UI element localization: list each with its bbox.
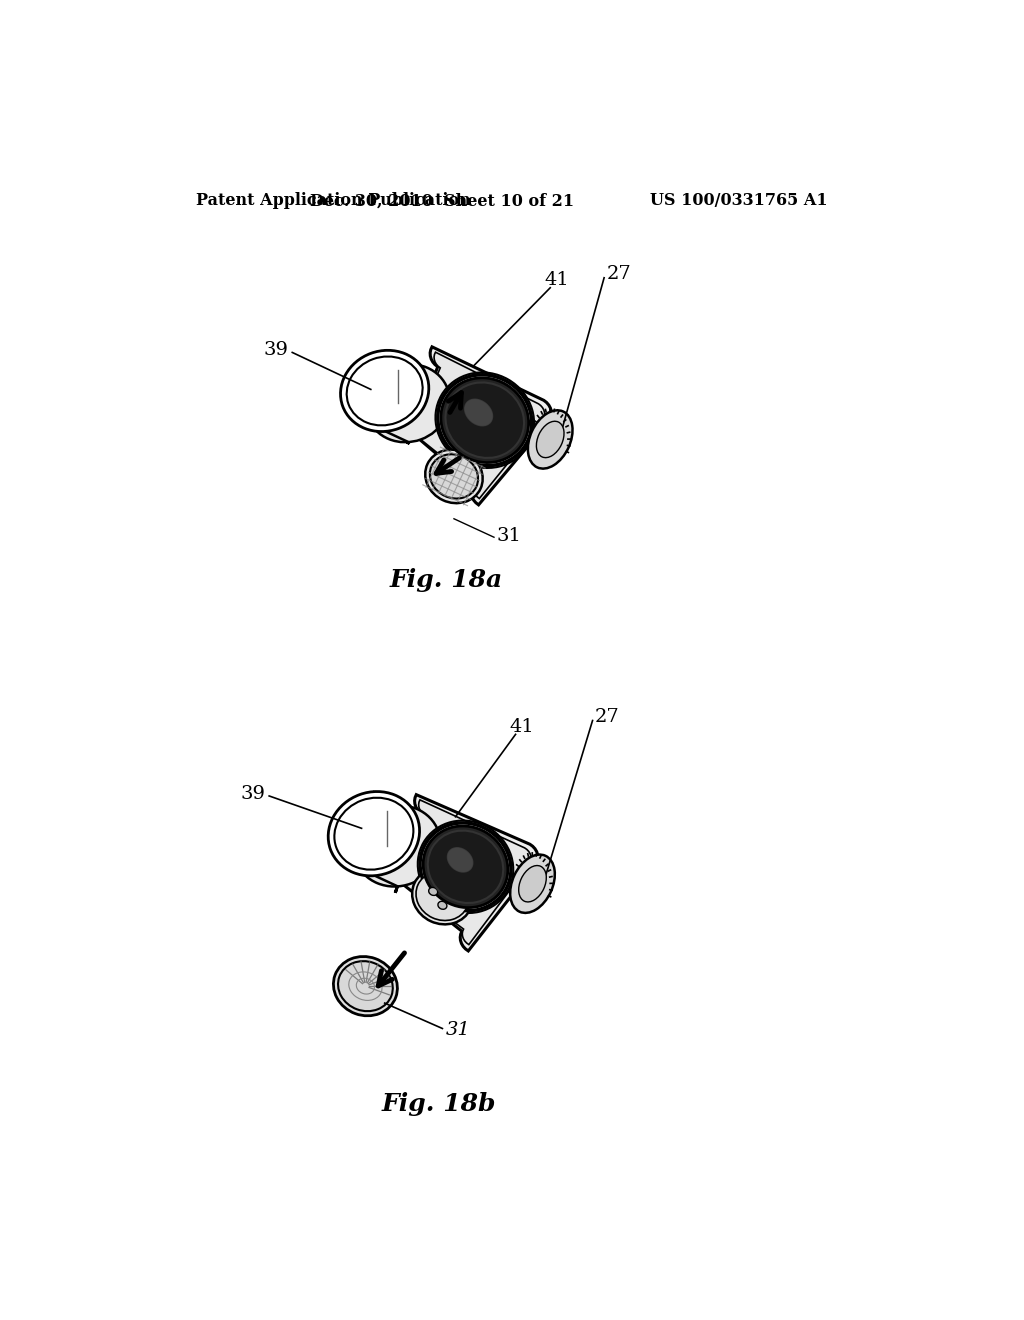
Ellipse shape xyxy=(438,902,446,909)
Ellipse shape xyxy=(366,364,450,442)
Ellipse shape xyxy=(438,375,531,466)
Ellipse shape xyxy=(347,356,423,425)
Text: 39: 39 xyxy=(263,341,289,359)
Ellipse shape xyxy=(445,383,524,458)
Text: 31: 31 xyxy=(497,527,521,545)
Ellipse shape xyxy=(335,797,414,870)
Ellipse shape xyxy=(430,454,478,499)
Text: 27: 27 xyxy=(595,708,620,726)
Ellipse shape xyxy=(412,867,473,924)
Ellipse shape xyxy=(510,854,555,913)
Ellipse shape xyxy=(447,847,473,873)
Ellipse shape xyxy=(341,350,429,432)
Ellipse shape xyxy=(329,792,420,876)
Polygon shape xyxy=(391,800,531,945)
Text: Patent Application Publication: Patent Application Publication xyxy=(196,193,471,210)
Text: 41: 41 xyxy=(509,718,535,735)
Ellipse shape xyxy=(441,378,528,462)
Polygon shape xyxy=(401,347,552,504)
Ellipse shape xyxy=(428,830,503,903)
Ellipse shape xyxy=(465,399,493,426)
Ellipse shape xyxy=(429,887,437,895)
Polygon shape xyxy=(389,795,538,950)
Ellipse shape xyxy=(537,421,564,458)
Ellipse shape xyxy=(528,411,572,469)
Text: 31: 31 xyxy=(445,1022,470,1039)
Ellipse shape xyxy=(334,957,397,1016)
Text: 41: 41 xyxy=(544,271,568,289)
Ellipse shape xyxy=(519,866,547,902)
Ellipse shape xyxy=(447,887,456,895)
Ellipse shape xyxy=(338,961,393,1011)
Text: Dec. 30, 2010  Sheet 10 of 21: Dec. 30, 2010 Sheet 10 of 21 xyxy=(310,193,574,210)
Polygon shape xyxy=(403,352,545,499)
Ellipse shape xyxy=(416,871,469,920)
Ellipse shape xyxy=(425,450,482,503)
Text: 39: 39 xyxy=(241,784,265,803)
Text: US 100/0331765 A1: US 100/0331765 A1 xyxy=(650,193,827,210)
Text: Fig. 18a: Fig. 18a xyxy=(390,569,503,593)
Text: 27: 27 xyxy=(606,265,631,282)
Ellipse shape xyxy=(420,822,511,911)
Text: Fig. 18b: Fig. 18b xyxy=(381,1092,496,1115)
Ellipse shape xyxy=(423,826,508,908)
Ellipse shape xyxy=(353,805,440,887)
